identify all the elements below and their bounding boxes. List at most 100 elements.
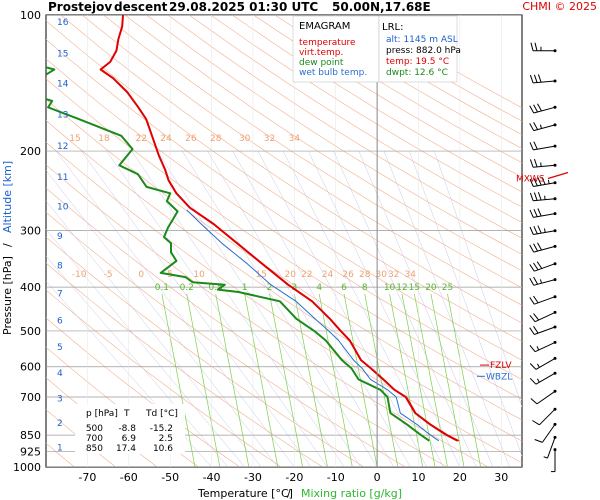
wind-barb-flag bbox=[533, 141, 538, 150]
wind-barb bbox=[529, 242, 557, 253]
temperature-tick-label: -70 bbox=[78, 471, 96, 484]
wind-barbs bbox=[529, 42, 557, 473]
table-cell: 850 bbox=[86, 444, 103, 454]
wind-barb-flag bbox=[533, 192, 538, 201]
adiabat-label: 10 bbox=[193, 270, 205, 280]
mixing-ratio-line bbox=[186, 293, 221, 467]
table-cell: 500 bbox=[86, 424, 103, 434]
wind-barb bbox=[529, 371, 557, 385]
temperature-tick-label: 0 bbox=[374, 471, 381, 484]
wind-barb-flag bbox=[529, 209, 534, 218]
wind-barb bbox=[529, 192, 557, 202]
temperature-tick-label: -40 bbox=[203, 471, 221, 484]
temperature-tick-label: -60 bbox=[120, 471, 138, 484]
dry-adiabat bbox=[210, 15, 522, 208]
wind-barb-dot bbox=[553, 340, 557, 344]
temperature-tick-label: -20 bbox=[285, 471, 303, 484]
wind-barb-dot bbox=[553, 356, 557, 360]
wind-barb-flag bbox=[534, 42, 538, 51]
legend: EMAGRAM temperature virt.temp. dew point… bbox=[292, 15, 380, 83]
wind-barb-flag bbox=[529, 297, 535, 305]
wind-barb-flag bbox=[529, 123, 535, 131]
wind-barb-flag bbox=[533, 208, 538, 217]
wind-barb-half bbox=[543, 456, 548, 459]
dry-adiabat bbox=[146, 15, 522, 255]
wind-barb-flag bbox=[529, 344, 536, 353]
table-cell: 2.5 bbox=[159, 434, 173, 444]
legend-title: EMAGRAM bbox=[299, 21, 350, 32]
station-name: Prostejov bbox=[48, 0, 112, 14]
adiabat-label: 30 bbox=[376, 270, 388, 280]
dry-adiabat bbox=[81, 15, 522, 306]
wind-barb-flag bbox=[529, 377, 537, 385]
adiabat-label: 15 bbox=[256, 270, 267, 280]
pressure-tick-label: 925 bbox=[20, 446, 41, 459]
mixing-ratio-line bbox=[244, 293, 279, 467]
wind-barb-flag bbox=[537, 225, 542, 234]
wind-barb-staff bbox=[535, 372, 556, 385]
wind-barb bbox=[529, 225, 557, 235]
lrl-temp: temp: 19.5 °C bbox=[386, 57, 449, 67]
wind-barb-flag bbox=[533, 276, 539, 285]
altitude-label: 5 bbox=[57, 343, 63, 353]
lrl-press: press: 882.0 hPa bbox=[386, 46, 461, 56]
wind-barb-flag bbox=[537, 208, 542, 217]
wind-barb bbox=[529, 340, 557, 353]
table-header-td: Td [°C] bbox=[145, 409, 178, 419]
legend-dew-point: dew point bbox=[299, 58, 344, 68]
y-axis-title-alt: Altitude [km] bbox=[1, 161, 14, 233]
altitude-label: 7 bbox=[57, 289, 63, 299]
wind-barb-dot bbox=[553, 310, 557, 314]
wind-barb bbox=[529, 295, 557, 305]
pressure-tick-label: 1000 bbox=[13, 461, 41, 474]
wind-barb-dot bbox=[553, 262, 557, 266]
legend-virt-temp: virt.temp. bbox=[299, 48, 343, 58]
dry-adiabat bbox=[124, 15, 522, 272]
mixing-ratio-line bbox=[364, 293, 399, 467]
mixing-ratio-label: 1 bbox=[242, 283, 248, 293]
sounding-mode: descent bbox=[114, 0, 168, 14]
wbzl-label: WBZL bbox=[486, 372, 512, 382]
lrl-dwpt: dwpt: 12.6 °C bbox=[386, 68, 448, 78]
fzlv-label: FZLV bbox=[490, 361, 512, 371]
wind-barb-dot bbox=[553, 79, 557, 83]
pressure-tick-label: 600 bbox=[20, 361, 41, 374]
wind-barb-staff bbox=[534, 326, 556, 335]
wind-barb-flag bbox=[537, 242, 542, 251]
wind-barb-half bbox=[547, 179, 550, 184]
mixing-ratio-label: 2 bbox=[267, 283, 273, 293]
dry-adiabat bbox=[189, 15, 522, 223]
mixing-ratio-line bbox=[215, 293, 250, 467]
wind-barb-flag bbox=[533, 158, 538, 168]
wind-barb-flag bbox=[529, 178, 534, 187]
wind-barb-dot bbox=[553, 123, 557, 127]
wind-barb-flag bbox=[533, 243, 539, 252]
wind-barb bbox=[532, 407, 557, 426]
mixing-ratio-line bbox=[269, 293, 303, 467]
series-line-wet-bulb-temp- bbox=[186, 209, 440, 442]
dry-adiabat bbox=[46, 58, 522, 380]
wind-barb bbox=[551, 448, 557, 473]
adiabat-label: 30 bbox=[239, 134, 251, 144]
mxws-marker bbox=[547, 171, 569, 180]
level-markers: MXWS FZLV WBZL bbox=[477, 171, 569, 382]
wind-barb-half bbox=[544, 228, 546, 233]
temperature-tick-label: 20 bbox=[453, 471, 467, 484]
wind-barb-flag bbox=[533, 104, 539, 113]
temperature-tick-labels: -70 -60 -50 -40 -30 -20 -10 0 10 20 30 bbox=[78, 471, 508, 484]
altitude-label: 3 bbox=[57, 394, 63, 404]
wind-barb bbox=[529, 122, 557, 132]
adiabat-label: 34 bbox=[289, 134, 301, 144]
legend-wet-bulb: wet bulb temp. bbox=[299, 68, 367, 78]
wind-barb-dot bbox=[553, 389, 557, 393]
wind-barb-dot bbox=[553, 163, 557, 167]
wind-barb-dot bbox=[553, 371, 557, 375]
wind-barb-flag bbox=[530, 398, 538, 405]
y-axis-title-sep: / bbox=[1, 243, 14, 247]
wind-barb-flag bbox=[537, 177, 542, 186]
wind-barb-flag bbox=[537, 192, 542, 201]
adiabat-label: 26 bbox=[342, 270, 354, 280]
dry-adiabat bbox=[46, 20, 522, 342]
